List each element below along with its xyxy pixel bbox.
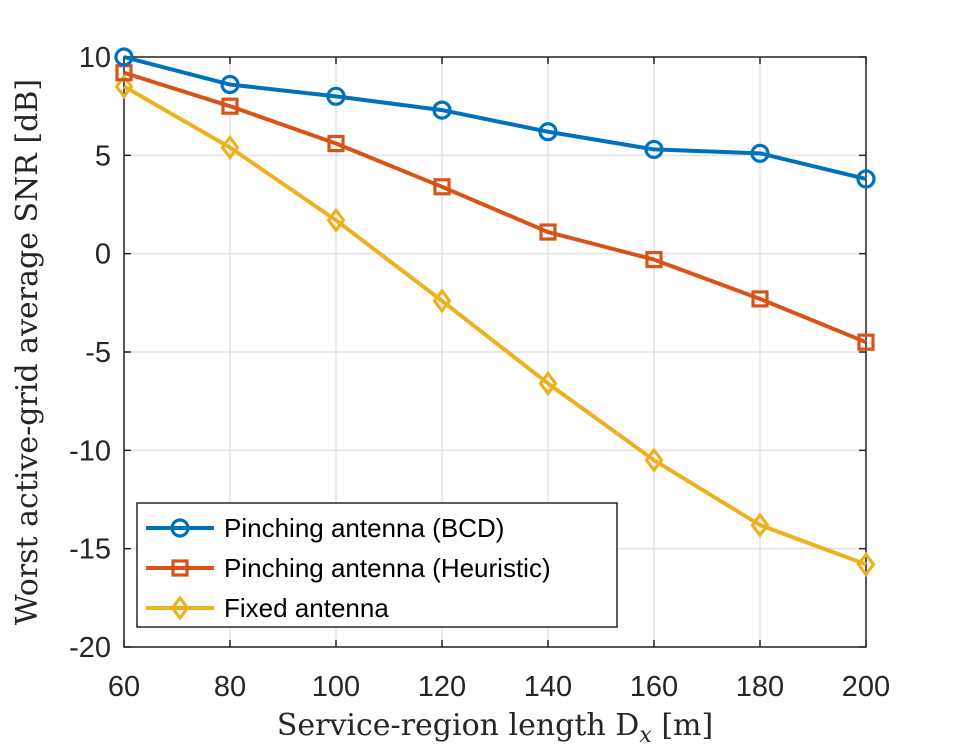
- data-point: [751, 290, 769, 308]
- x-tick-label: 180: [736, 671, 784, 703]
- series-1: [114, 47, 876, 189]
- y-tick-label: 5: [95, 140, 111, 172]
- data-point: [750, 143, 770, 163]
- y-tick-label: 10: [79, 42, 111, 74]
- legend-marker: [171, 559, 189, 577]
- data-series: [114, 47, 876, 578]
- data-point: [221, 97, 239, 115]
- x-axis-label: Service-region length Dx [m]: [277, 708, 713, 748]
- x-tick-label: 100: [312, 671, 360, 703]
- x-tick-label: 80: [214, 671, 246, 703]
- data-point: [644, 447, 664, 473]
- y-tick-label: -10: [69, 435, 111, 467]
- legend-marker: [170, 595, 190, 621]
- series-line: [123, 55, 867, 181]
- data-point: [539, 223, 557, 241]
- x-tick-label: 160: [630, 671, 678, 703]
- data-point: [432, 100, 452, 120]
- legend-entry: Pinching antenna (BCD): [146, 513, 504, 543]
- legend-label: Fixed antenna: [224, 593, 389, 623]
- data-point: [644, 139, 664, 160]
- legend-entry: Pinching antenna (Heuristic): [146, 553, 551, 583]
- y-tick-labels: 10 5 0 -5 -10 -15 -20: [69, 42, 111, 664]
- x-tick-label: 60: [108, 671, 140, 703]
- data-point: [327, 134, 345, 153]
- x-tick-label: 120: [418, 671, 466, 703]
- data-point: [856, 169, 876, 189]
- legend-entry: Fixed antenna: [146, 593, 389, 623]
- series-line: [123, 70, 867, 345]
- x-tick-label: 140: [524, 671, 572, 703]
- data-point: [857, 333, 875, 351]
- y-tick-label: -5: [85, 337, 111, 369]
- series-3: [114, 73, 876, 578]
- data-point: [538, 122, 558, 142]
- plot-frame: [123, 56, 867, 648]
- data-point: [114, 47, 134, 67]
- data-point: [432, 288, 452, 314]
- legend-label: Pinching antenna (BCD): [224, 513, 504, 543]
- y-tick-label: -15: [69, 534, 111, 566]
- x-tick-label: 200: [842, 671, 890, 703]
- data-point: [750, 512, 770, 538]
- axes: [123, 56, 867, 648]
- legend-label: Pinching antenna (Heuristic): [224, 553, 551, 583]
- data-point: [433, 178, 451, 196]
- legend-box: [136, 502, 618, 628]
- data-point: [220, 74, 240, 95]
- y-tick-label: -20: [69, 632, 111, 664]
- legend-marker: [170, 518, 190, 538]
- data-point: [538, 370, 558, 397]
- legend: Pinching antenna (BCD) Pinching antenna (…: [136, 502, 618, 628]
- data-point: [856, 551, 876, 578]
- data-point: [326, 207, 346, 233]
- data-point: [114, 73, 134, 100]
- y-axis-label: Worst active-grid average SNR [dB]: [10, 79, 45, 625]
- data-point: [645, 250, 663, 269]
- data-point: [326, 86, 346, 106]
- y-tick-label: 0: [95, 239, 111, 271]
- series-line: [123, 84, 867, 567]
- x-tick-labels: 60 80 100 120 140 160 180 200: [108, 671, 890, 703]
- data-point: [220, 134, 240, 161]
